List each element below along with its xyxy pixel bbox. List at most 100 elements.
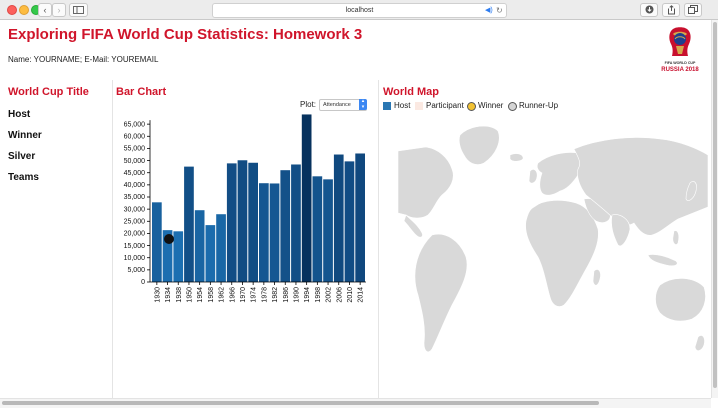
bar-1994[interactable] [301, 114, 312, 282]
url-text: localhost [345, 7, 374, 14]
legend-participant-label: Participant [426, 101, 464, 110]
select-arrows-icon: ▴ ▾ [359, 98, 367, 110]
bar-1974[interactable] [248, 162, 258, 282]
bar-chart: 0 5,000 10,000 15,000 20,000 25,000 30,000 35,0… [124, 114, 366, 303]
mouse-cursor [164, 234, 174, 244]
uk-shape[interactable] [528, 169, 538, 184]
bar-2002[interactable] [323, 179, 333, 282]
winner-label: Winner [8, 130, 42, 141]
bar-1990[interactable] [291, 164, 301, 282]
speaker-icon[interactable]: ◀) [485, 7, 493, 14]
asia-shape[interactable] [573, 137, 708, 236]
japan-shape[interactable] [685, 181, 697, 201]
tabs-icon [688, 5, 698, 14]
y-tick-label: 20,000 [124, 231, 146, 238]
host-swatch [383, 102, 391, 110]
winner-swatch [467, 102, 476, 111]
x-tick-label: 1990 [293, 287, 300, 303]
south-america-shape[interactable] [414, 233, 468, 353]
y-tick-label: 0 [141, 279, 145, 286]
bars-group [152, 114, 365, 282]
y-tick-label: 55,000 [124, 146, 146, 153]
bar-1966[interactable] [226, 163, 237, 282]
world-map-heading: World Map [383, 86, 440, 98]
europe-shape[interactable] [536, 152, 584, 196]
vertical-scroll-thumb[interactable] [713, 22, 717, 388]
y-tick-label: 10,000 [124, 255, 146, 262]
sidebar-toggle-button[interactable] [69, 3, 88, 17]
bar-1962[interactable] [216, 214, 226, 282]
reload-icon[interactable]: ↻ [496, 6, 503, 15]
show-tabs-button[interactable] [684, 3, 702, 17]
runner-up-swatch [508, 102, 517, 111]
x-tick-label: 1954 [197, 287, 204, 303]
download-icon [645, 5, 653, 14]
bar-1938[interactable] [173, 231, 184, 282]
share-button[interactable] [662, 3, 680, 17]
bar-2014[interactable] [355, 153, 365, 282]
bar-1930[interactable] [152, 202, 162, 282]
philippines-shape[interactable] [672, 230, 680, 245]
africa-shape[interactable] [525, 200, 599, 307]
bar-1934[interactable] [162, 230, 173, 282]
world-map[interactable] [398, 115, 708, 398]
iceland-shape[interactable] [509, 153, 524, 162]
y-tick-label: 5,000 [127, 267, 145, 274]
indonesia-shape[interactable] [647, 254, 678, 267]
plot-select[interactable]: Attendance ▴ ▾ [319, 98, 367, 111]
y-tick-label: 35,000 [124, 194, 146, 201]
bar-1978[interactable] [259, 183, 269, 282]
back-button[interactable]: ‹ [38, 3, 52, 17]
x-axis: 1930 1934 1938 1950 1954 1958 1962 1966 1970 1974… [150, 281, 366, 303]
x-tick-label: 2006 [336, 287, 343, 303]
x-tick-label: 1934 [165, 287, 172, 303]
bar-1970[interactable] [237, 160, 248, 282]
y-tick-label: 50,000 [124, 158, 146, 165]
india-shape[interactable] [611, 214, 631, 247]
teams-label: Teams [8, 172, 39, 183]
horizontal-scrollbar[interactable] [0, 398, 711, 408]
greenland-shape[interactable] [458, 125, 500, 165]
madagascar-shape[interactable] [592, 269, 601, 286]
legend-host-label: Host [394, 101, 411, 110]
bar-1982[interactable] [269, 183, 280, 282]
bar-1954[interactable] [194, 210, 205, 282]
bar-2006[interactable] [333, 154, 344, 282]
downloads-button[interactable] [640, 3, 658, 17]
australia-shape[interactable] [655, 278, 706, 322]
central-america-shape[interactable] [403, 214, 423, 238]
x-tick-label: 1982 [272, 287, 279, 303]
x-tick-label: 1978 [261, 287, 268, 303]
bar-2010[interactable] [344, 161, 355, 282]
bar-1986[interactable] [280, 170, 291, 282]
x-tick-label: 1974 [251, 287, 258, 303]
forward-button[interactable]: › [52, 3, 66, 17]
bar-chart-heading: Bar Chart [116, 86, 167, 98]
y-tick-label: 60,000 [124, 133, 146, 140]
silver-label: Silver [8, 151, 36, 162]
chevron-right-icon: › [57, 5, 61, 15]
x-tick-label: 1966 [229, 287, 236, 303]
x-tick-label: 1998 [315, 287, 322, 303]
x-tick-label: 1950 [186, 287, 193, 303]
north-america-shape[interactable] [398, 146, 454, 219]
horizontal-scroll-thumb[interactable] [2, 401, 599, 405]
bar-1950[interactable] [184, 166, 194, 282]
column-divider [112, 80, 113, 400]
new-zealand-shape[interactable] [694, 335, 705, 351]
close-window-button[interactable] [7, 5, 17, 15]
bar-1998[interactable] [312, 176, 323, 282]
page-title: Exploring FIFA World Cup Statistics: Hom… [8, 26, 363, 43]
page-content: Exploring FIFA World Cup Statistics: Hom… [0, 20, 711, 400]
host-label: Host [8, 109, 31, 120]
share-icon [667, 5, 675, 15]
world-cup-title-heading: World Cup Title [8, 86, 89, 98]
x-tick-label: 1970 [240, 287, 247, 303]
x-tick-label: 2002 [326, 287, 333, 303]
x-tick-label: 1986 [283, 287, 290, 303]
minimize-window-button[interactable] [19, 5, 29, 15]
x-tick-label: 1958 [208, 287, 215, 303]
address-bar[interactable]: localhost ◀) ↻ [212, 3, 507, 18]
vertical-scrollbar[interactable] [711, 20, 718, 398]
bar-1958[interactable] [205, 225, 216, 282]
